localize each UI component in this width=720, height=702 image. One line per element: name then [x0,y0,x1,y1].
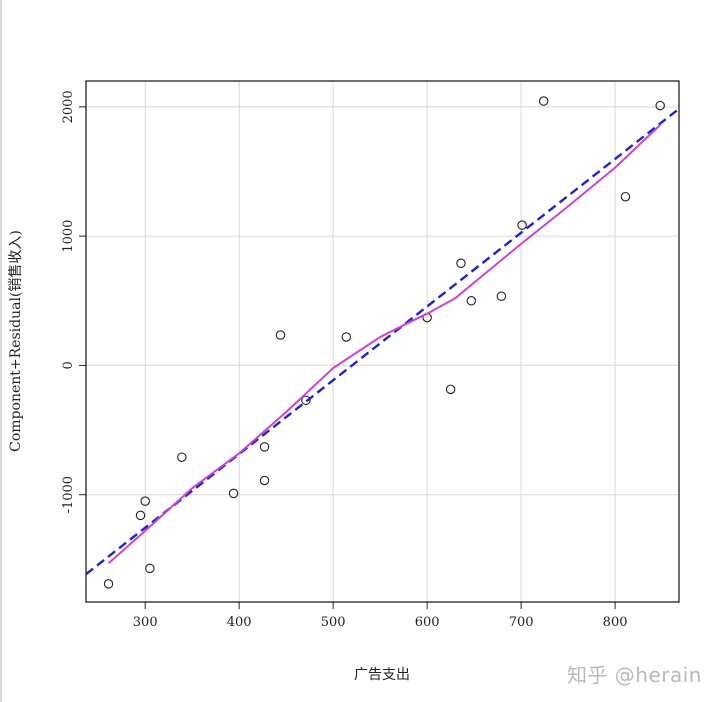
data-point [655,100,665,111]
data-point [228,488,239,499]
series-layer [86,96,679,589]
data-point [466,296,477,306]
y-tick-label: 1000 [61,220,76,253]
data-point [135,510,146,521]
y-tick-label: -1000 [61,476,76,513]
data-point [538,96,549,106]
data-point [275,330,286,340]
data-point [517,220,527,230]
y-tick-label: 0 [61,361,76,369]
x-tick-label: 700 [509,615,534,630]
y-axis: -1000 0 1000 2000 [61,90,86,513]
x-axis-title: 广告支出 [354,667,410,683]
y-tick-label: 2000 [61,90,76,123]
data-point [301,395,311,406]
data-point [140,496,150,506]
smooth-line [107,124,661,564]
data-point [620,191,631,202]
data-point [341,332,352,342]
y-axis-title: Component+Residual(销售收入) [8,230,24,452]
data-point [456,258,466,269]
x-tick-label: 500 [321,615,346,630]
x-tick-label: 400 [227,615,252,630]
data-point [259,442,270,452]
data-point [259,475,270,486]
data-point [445,384,456,395]
x-tick-label: 600 [415,615,440,630]
watermark: 知乎 @herain [566,663,702,687]
plot-background [86,81,679,602]
data-point [177,452,187,462]
data-point [496,291,507,302]
left-border [0,0,2,702]
x-tick-label: 300 [133,615,158,630]
data-point [103,579,114,589]
x-axis: 300 400 500 600 700 800 [133,602,628,630]
plot-frame [85,80,680,603]
x-tick-label: 800 [603,615,628,630]
data-point [145,563,155,574]
